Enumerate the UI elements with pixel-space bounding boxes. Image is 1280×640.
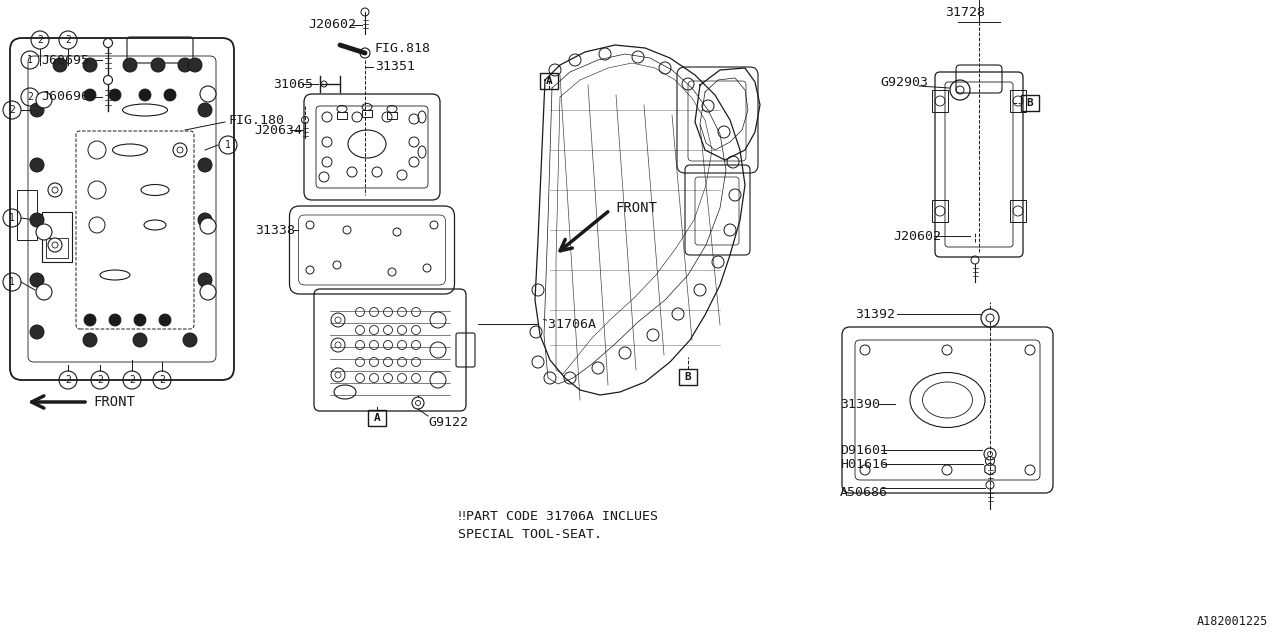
- Circle shape: [90, 217, 105, 233]
- Text: 31338: 31338: [255, 223, 294, 237]
- Circle shape: [183, 333, 197, 347]
- Text: A50686: A50686: [840, 486, 888, 499]
- Text: 2: 2: [129, 375, 134, 385]
- Circle shape: [133, 333, 147, 347]
- Circle shape: [134, 314, 146, 326]
- Text: 2: 2: [65, 375, 70, 385]
- Circle shape: [198, 158, 212, 172]
- Circle shape: [109, 89, 122, 101]
- Text: 2: 2: [9, 105, 15, 115]
- Text: 2: 2: [159, 375, 165, 385]
- Text: J20602: J20602: [893, 230, 941, 243]
- Circle shape: [123, 58, 137, 72]
- Text: G9122: G9122: [428, 415, 468, 429]
- Bar: [42, 212, 72, 262]
- Circle shape: [83, 333, 97, 347]
- Text: 1: 1: [9, 277, 15, 287]
- Circle shape: [52, 58, 67, 72]
- Text: D91601: D91601: [840, 444, 888, 456]
- Circle shape: [178, 58, 192, 72]
- Text: FIG.180: FIG.180: [228, 113, 284, 127]
- Text: J20634: J20634: [253, 124, 302, 136]
- Circle shape: [151, 58, 165, 72]
- Text: 31392: 31392: [855, 307, 895, 321]
- Circle shape: [140, 89, 151, 101]
- Text: 2: 2: [27, 92, 33, 102]
- Circle shape: [36, 224, 52, 240]
- Circle shape: [29, 103, 44, 117]
- Circle shape: [198, 273, 212, 287]
- Text: 31351: 31351: [375, 61, 415, 74]
- Bar: [362, 110, 372, 117]
- Text: 2: 2: [97, 375, 102, 385]
- Bar: [932, 90, 948, 112]
- Bar: [46, 238, 68, 258]
- Text: J20602: J20602: [308, 19, 356, 31]
- Circle shape: [198, 103, 212, 117]
- Circle shape: [88, 141, 106, 159]
- Circle shape: [188, 58, 202, 72]
- Text: A: A: [374, 413, 380, 423]
- Circle shape: [83, 58, 97, 72]
- Text: 1: 1: [27, 55, 33, 65]
- Text: 31390: 31390: [840, 397, 881, 410]
- Text: 1: 1: [9, 213, 15, 223]
- Bar: [540, 73, 558, 89]
- Text: FRONT: FRONT: [93, 395, 134, 409]
- Bar: [678, 369, 698, 385]
- Circle shape: [173, 143, 187, 157]
- Bar: [932, 200, 948, 222]
- Text: FRONT: FRONT: [614, 201, 657, 215]
- Text: G92903: G92903: [881, 76, 928, 88]
- Text: A: A: [545, 76, 553, 86]
- Bar: [1021, 95, 1039, 111]
- Circle shape: [198, 213, 212, 227]
- Text: 31728: 31728: [945, 6, 986, 19]
- Circle shape: [84, 314, 96, 326]
- Circle shape: [36, 284, 52, 300]
- Circle shape: [36, 92, 52, 108]
- Circle shape: [200, 86, 216, 102]
- Circle shape: [29, 213, 44, 227]
- Text: FIG.818: FIG.818: [375, 42, 431, 54]
- Text: ‶31706A: ‶31706A: [540, 317, 596, 330]
- Text: 2: 2: [37, 35, 44, 45]
- Circle shape: [29, 158, 44, 172]
- Circle shape: [84, 89, 96, 101]
- Text: A182001225: A182001225: [1197, 615, 1268, 628]
- Text: H01616: H01616: [840, 458, 888, 470]
- Text: 1: 1: [225, 140, 230, 150]
- Circle shape: [159, 314, 172, 326]
- Circle shape: [200, 218, 216, 234]
- Circle shape: [29, 325, 44, 339]
- Bar: [1010, 90, 1027, 112]
- Bar: [369, 410, 387, 426]
- Text: 2: 2: [65, 35, 70, 45]
- Circle shape: [200, 284, 216, 300]
- Circle shape: [109, 314, 122, 326]
- Circle shape: [164, 89, 177, 101]
- Text: J60695: J60695: [41, 54, 90, 67]
- Bar: [387, 112, 397, 119]
- Circle shape: [49, 238, 61, 252]
- Text: ‼PART CODE 31706A INCLUES
SPECIAL TOOL-SEAT.: ‼PART CODE 31706A INCLUES SPECIAL TOOL-S…: [458, 510, 658, 541]
- Circle shape: [88, 181, 106, 199]
- Text: J60696: J60696: [41, 90, 90, 104]
- Bar: [337, 112, 347, 119]
- Text: B: B: [1027, 98, 1033, 108]
- Text: 31065: 31065: [273, 77, 314, 90]
- Circle shape: [49, 183, 61, 197]
- Circle shape: [29, 273, 44, 287]
- Bar: [1010, 200, 1027, 222]
- Bar: [17, 190, 37, 240]
- Text: B: B: [685, 372, 691, 382]
